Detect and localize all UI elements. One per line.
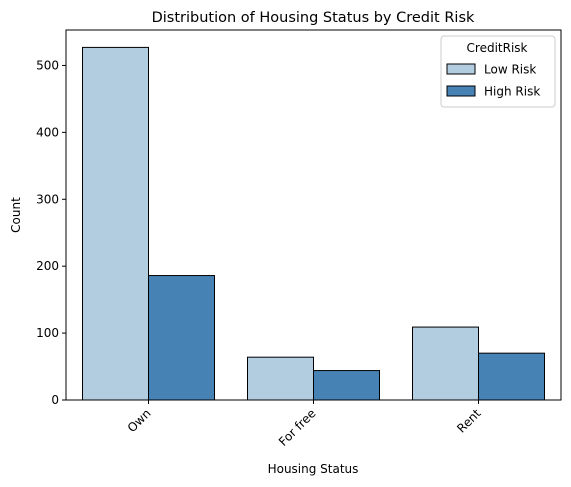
y-tick-label: 500 (36, 58, 59, 72)
y-tick-label: 0 (51, 393, 59, 407)
x-tick-label-for-free: For free (276, 406, 319, 449)
x-tick-label-own: Own (125, 406, 154, 435)
bar-high-risk-rent (479, 353, 545, 400)
y-tick-label: 100 (36, 326, 59, 340)
legend-swatch-low-risk (447, 64, 475, 74)
y-tick-label: 300 (36, 192, 59, 206)
x-axis-label: Housing Status (268, 462, 359, 476)
x-axis: Own For free Rent (125, 400, 484, 449)
legend: CreditRisk Low Risk High Risk (441, 36, 555, 107)
bar-high-risk-for-free (314, 371, 380, 400)
chart-title: Distribution of Housing Status by Credit… (152, 10, 475, 26)
legend-label-low-risk: Low Risk (484, 63, 536, 77)
legend-label-high-risk: High Risk (484, 85, 540, 99)
y-tick-label: 400 (36, 125, 59, 139)
y-axis: 0 100 200 300 400 500 (36, 58, 66, 407)
legend-title: CreditRisk (467, 41, 528, 55)
y-axis-label: Count (9, 197, 23, 233)
y-tick-label: 200 (36, 259, 59, 273)
bar-low-risk-rent (413, 327, 479, 400)
x-tick-label-rent: Rent (454, 406, 484, 436)
bar-high-risk-own (149, 276, 215, 400)
bar-low-risk-own (83, 47, 149, 400)
bar-low-risk-for-free (248, 357, 314, 400)
legend-swatch-high-risk (447, 86, 475, 96)
